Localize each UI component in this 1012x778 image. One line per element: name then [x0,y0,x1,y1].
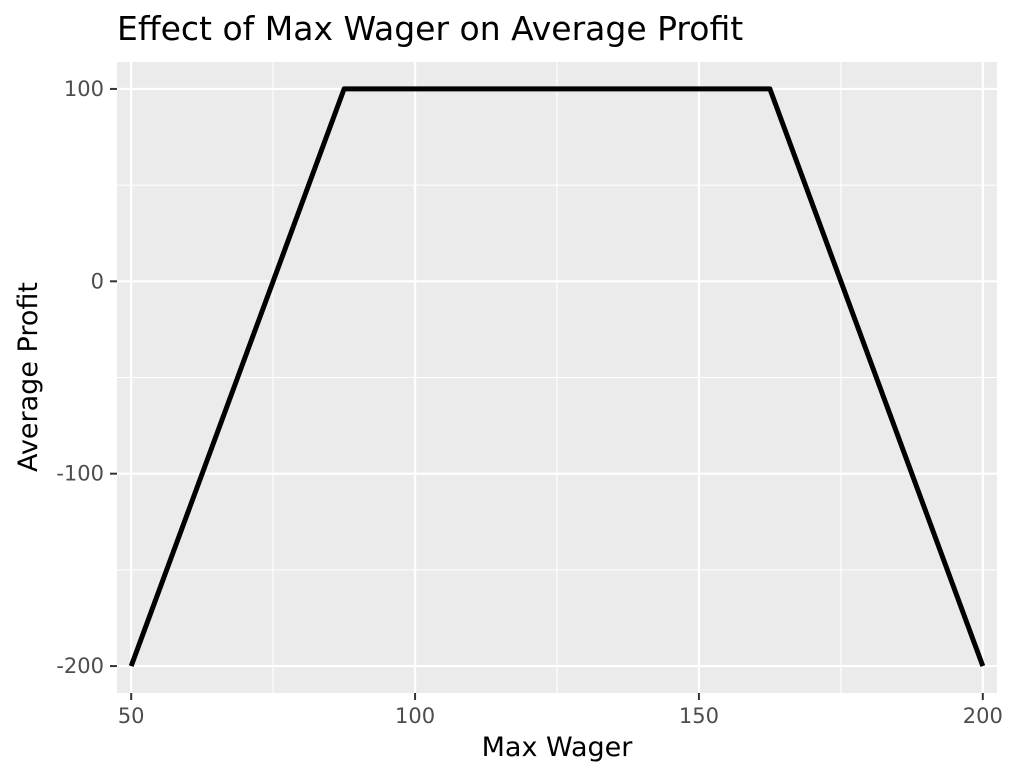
y-axis-title: Average Profit [13,282,44,472]
y-tick-label: 100 [64,77,104,101]
x-axis-title: Max Wager [482,732,634,763]
x-tick-label: 200 [963,704,1003,728]
series-layer [128,86,986,667]
x-axis: 50 100 150 200 [118,693,1003,728]
x-tick-label: 150 [679,704,719,728]
chart-title: Effect of Max Wager on Average Profit [117,9,743,48]
series-line [128,86,986,667]
y-tick-label: -200 [56,654,104,678]
y-axis: -200 -100 0 100 [56,77,117,678]
x-tick-label: 100 [395,704,435,728]
y-tick-label: 0 [91,269,104,293]
x-tick-label: 50 [118,704,145,728]
y-tick-label: -100 [56,462,104,486]
minor-grid [117,62,997,693]
